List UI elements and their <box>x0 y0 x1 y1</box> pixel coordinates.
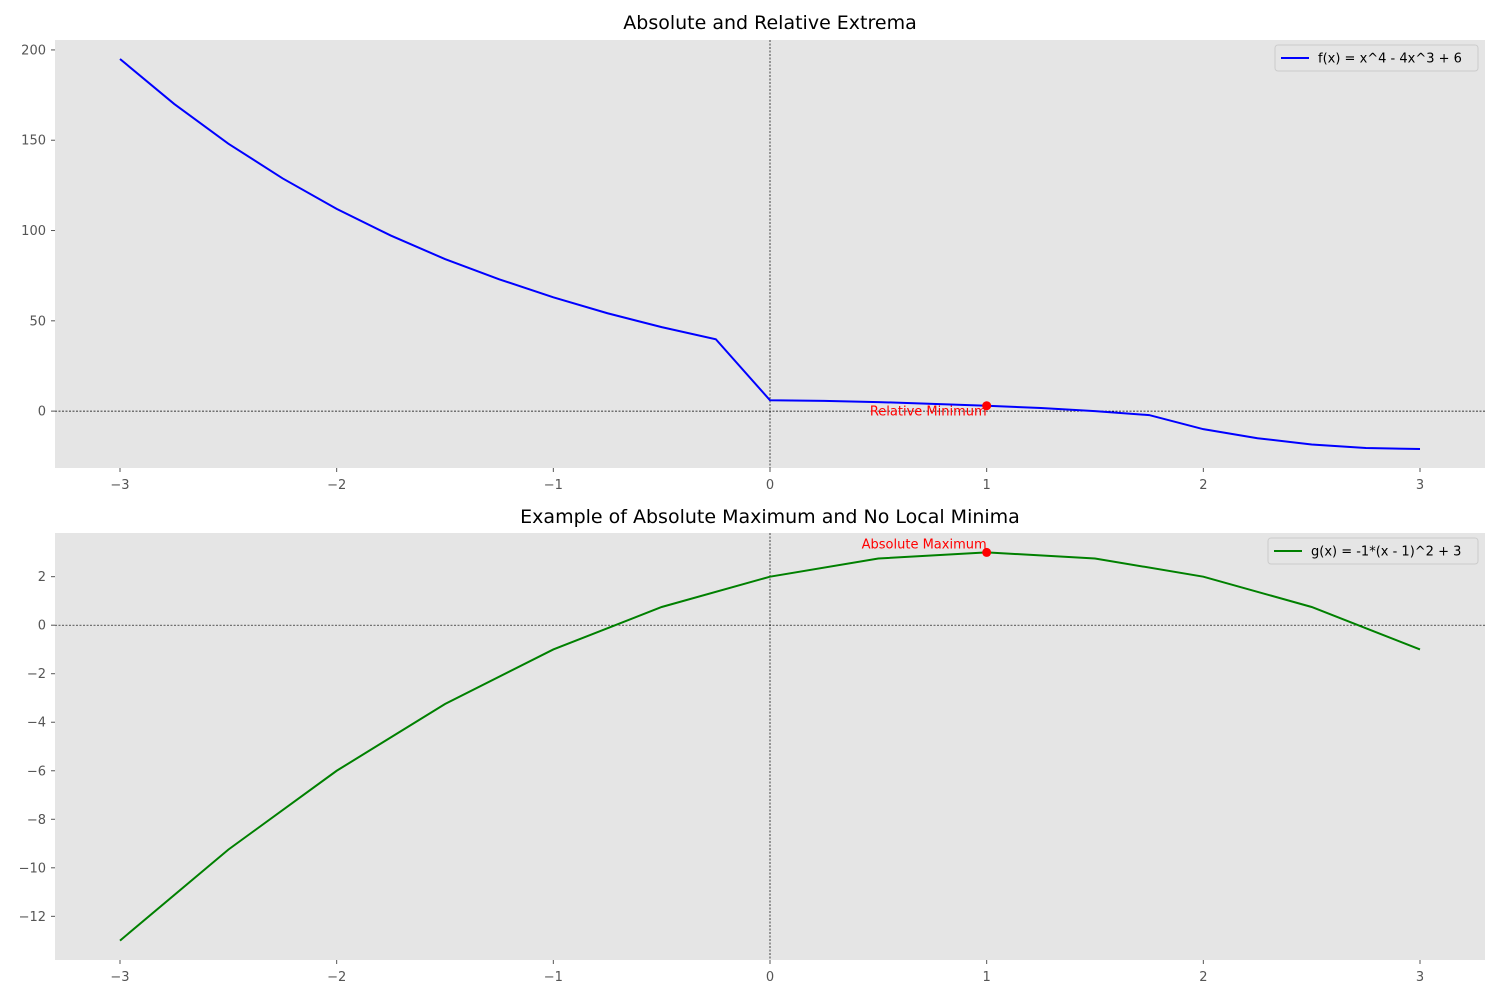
x-tick-label: 2 <box>1199 478 1207 493</box>
x-tick-label: 0 <box>766 970 774 985</box>
legend-entry-label: f(x) = x^4 - 4x^3 + 6 <box>1318 52 1462 67</box>
x-tick-label: −3 <box>110 970 129 985</box>
chart-f-extrema: Absolute and Relative Extrema Relative M… <box>21 12 1485 493</box>
legend: g(x) = -1*(x - 1)^2 + 3 <box>1267 537 1479 565</box>
extremum-annotation: Absolute Maximum <box>862 537 987 552</box>
series-line <box>119 58 1421 451</box>
extremum-point <box>982 547 992 557</box>
x-tick-label: 2 <box>1199 970 1207 985</box>
y-tick-label: −2 <box>27 667 46 682</box>
x-tick-label: −1 <box>544 478 563 493</box>
x-tick-label: −2 <box>327 970 346 985</box>
y-tick-label: 50 <box>29 314 46 329</box>
chart-title: Example of Absolute Maximum and No Local… <box>520 506 1020 528</box>
y-tick-label: −6 <box>27 764 46 779</box>
y-tick-label: −4 <box>27 716 46 731</box>
series-line <box>119 551 1421 942</box>
legend: f(x) = x^4 - 4x^3 + 6 <box>1274 44 1479 72</box>
x-tick-label: 0 <box>766 478 774 493</box>
x-tick-label: −3 <box>110 478 129 493</box>
x-tick-label: −2 <box>327 478 346 493</box>
x-tick-label: 3 <box>1416 478 1424 493</box>
extremum-point <box>982 401 992 411</box>
extremum-annotation: Relative Minimum <box>870 405 987 420</box>
x-tick-label: 1 <box>983 478 991 493</box>
y-tick-label: 150 <box>21 134 46 149</box>
y-tick-label: 200 <box>21 43 46 58</box>
y-tick-label: 100 <box>21 224 46 239</box>
x-tick-label: −1 <box>544 970 563 985</box>
y-tick-label: 0 <box>38 619 46 634</box>
legend-entry-label: g(x) = -1*(x - 1)^2 + 3 <box>1311 545 1461 560</box>
y-tick-label: −12 <box>19 910 46 925</box>
y-tick-label: −8 <box>27 813 46 828</box>
chart-title: Absolute and Relative Extrema <box>623 12 916 34</box>
y-tick-label: −10 <box>19 861 46 876</box>
x-tick-label: 1 <box>983 970 991 985</box>
y-tick-label: 0 <box>38 405 46 420</box>
legend-box <box>1267 537 1479 565</box>
x-tick-label: 3 <box>1416 970 1424 985</box>
legend-box <box>1274 44 1479 72</box>
y-tick-label: 2 <box>38 570 46 585</box>
chart-g-absolute-maximum: Example of Absolute Maximum and No Local… <box>19 506 1485 985</box>
